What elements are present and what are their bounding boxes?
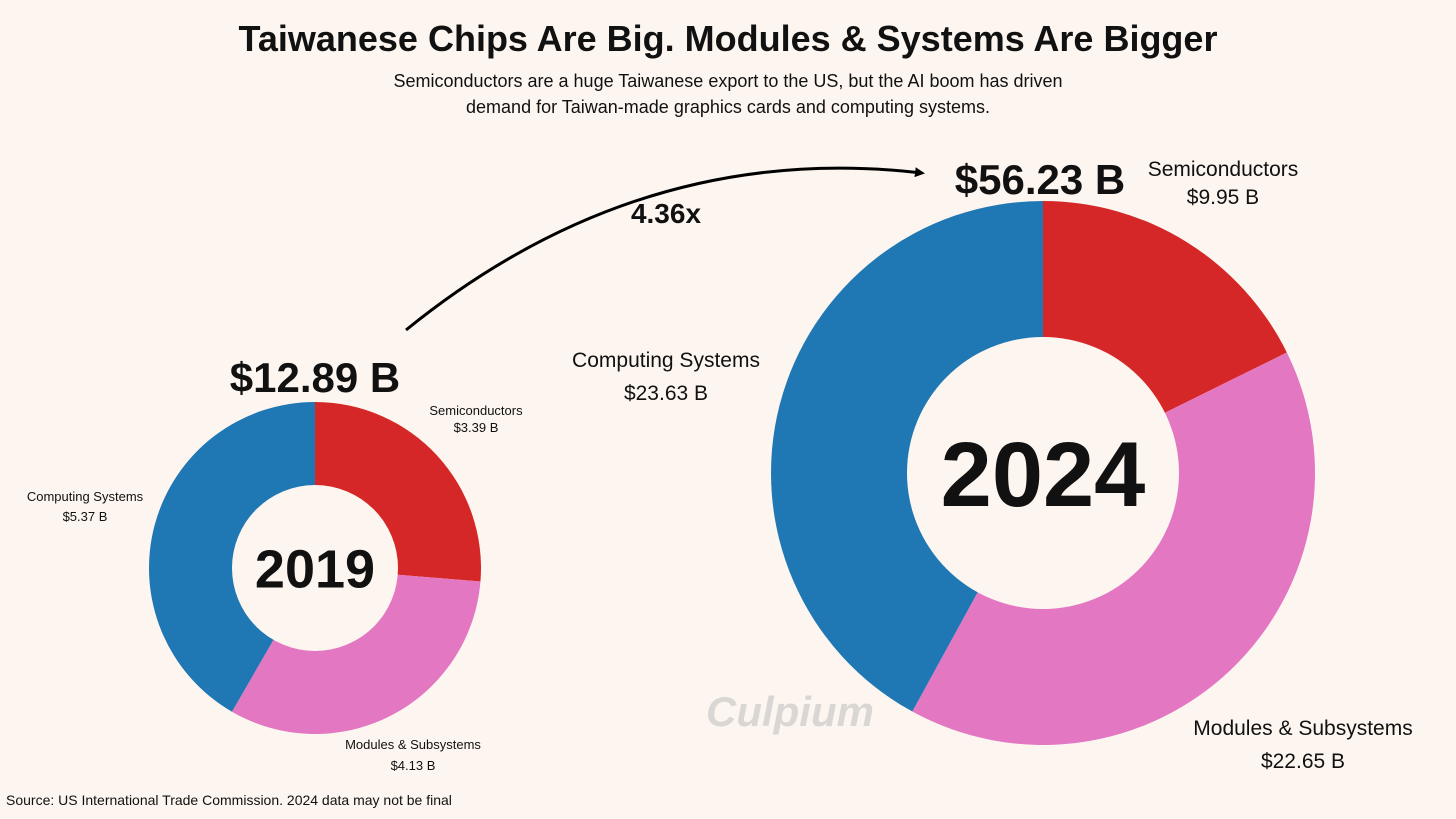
subtitle-line-2: demand for Taiwan-made graphics cards an… [466, 97, 990, 117]
category-label-2019-modules-and-subsystems: Modules & Subsystems [345, 737, 481, 752]
donut-2019: 2019 $12.89 B Semiconductors $3.39 B Modules… [27, 354, 523, 773]
donut-hole-2024 [907, 337, 1179, 609]
growth-label: 4.36x [631, 198, 701, 229]
total-label-2019: $12.89 B [230, 354, 400, 401]
donut-2024: 2024 $56.23 B Semiconductors $9.95 B Modules… [572, 156, 1413, 773]
center-label-2024: 2024 [941, 424, 1146, 526]
category-label-2024-semiconductors: Semiconductors [1148, 158, 1299, 181]
value-label-2024-computing-systems: $23.63 B [624, 382, 708, 405]
chart-title: Taiwanese Chips Are Big. Modules & Syste… [238, 18, 1218, 59]
watermark: Culpium [706, 688, 874, 735]
value-label-2024-semiconductors: $9.95 B [1187, 186, 1259, 209]
category-label-2024-modules-and-subsystems: Modules & Subsystems [1193, 717, 1412, 740]
source-note: Source: US International Trade Commissio… [6, 792, 452, 808]
value-label-2019-semiconductors: $3.39 B [454, 420, 499, 435]
category-label-2019-semiconductors: Semiconductors [429, 403, 523, 418]
total-label-2024: $56.23 B [955, 156, 1125, 203]
growth-arrow [405, 166, 925, 332]
center-label-2019: 2019 [255, 539, 375, 599]
donut-hole-2019 [232, 485, 398, 651]
value-label-2024-modules-and-subsystems: $22.65 B [1261, 750, 1345, 773]
value-label-2019-modules-and-subsystems: $4.13 B [391, 758, 436, 773]
category-label-2019-computing-systems: Computing Systems [27, 489, 144, 504]
value-label-2019-computing-systems: $5.37 B [63, 509, 108, 524]
subtitle-line-1: Semiconductors are a huge Taiwanese expo… [393, 71, 1063, 91]
chart-subtitle: Semiconductors are a huge Taiwanese expo… [0, 68, 1456, 120]
category-label-2024-computing-systems: Computing Systems [572, 349, 760, 372]
